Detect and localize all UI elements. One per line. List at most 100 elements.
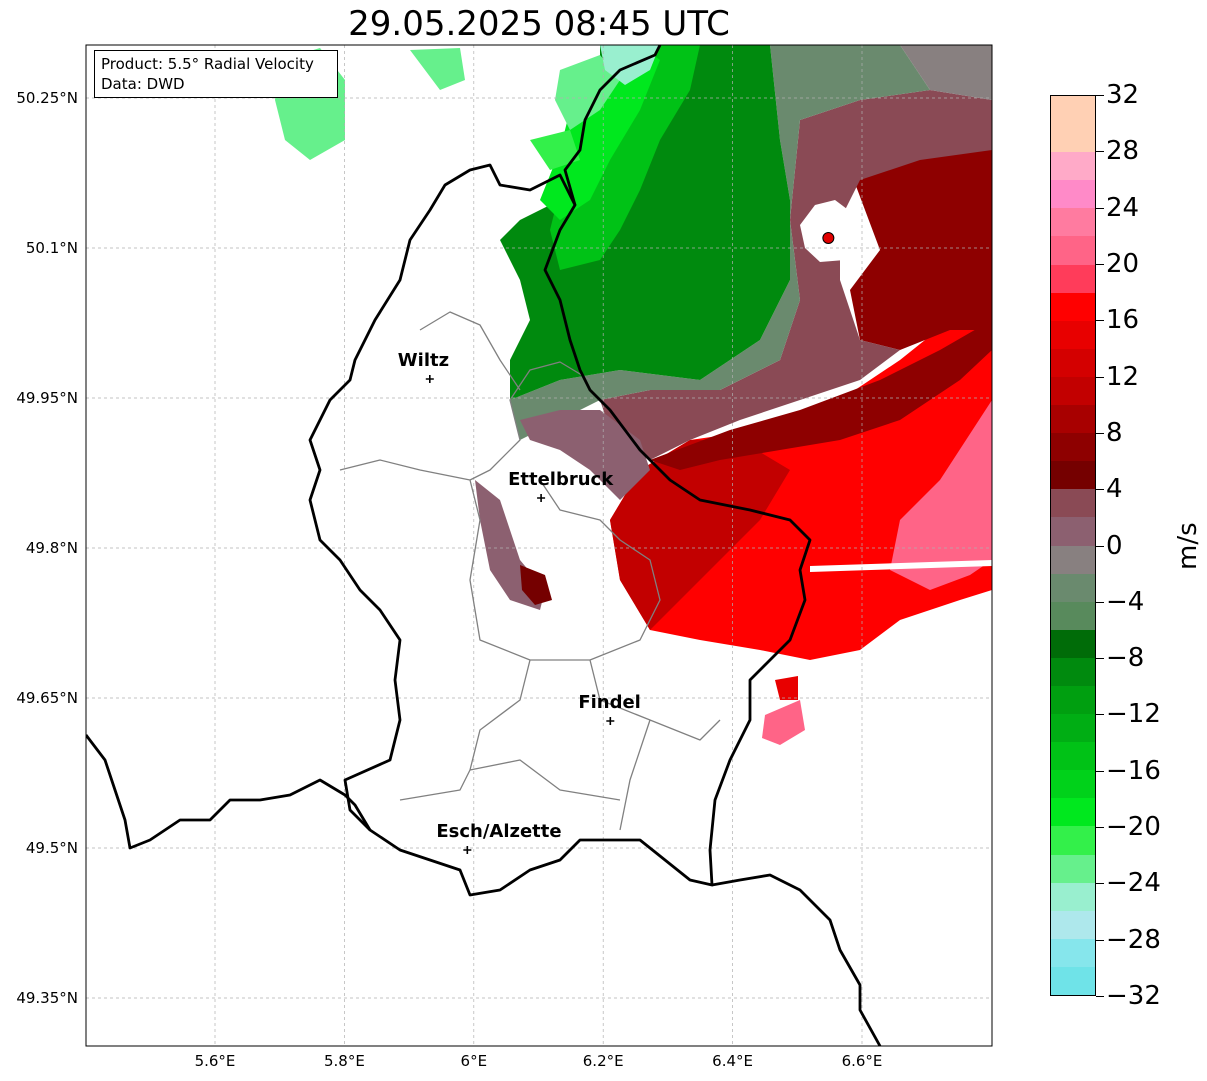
colorbar-tick-label: −8: [1106, 643, 1145, 674]
colorbar-tick: [1096, 601, 1104, 603]
colorbar-bin: [1051, 376, 1095, 406]
echo-darkred-sw: [520, 565, 552, 605]
lon-tick-label: 5.6°E: [194, 1052, 236, 1070]
colorbar-tick: [1096, 770, 1104, 772]
echo-darkred: [850, 140, 992, 350]
colorbar-bin: [1051, 742, 1095, 771]
colorbar-tick: [1096, 95, 1104, 96]
colorbar-bin: [1051, 152, 1095, 181]
colorbar-tick: [1096, 939, 1104, 941]
colorbar-bin: [1051, 208, 1095, 237]
lon-tick-label: 5.8°E: [323, 1052, 365, 1070]
colorbar-bin: [1051, 966, 1095, 995]
colorbar-tick-label: 8: [1106, 417, 1123, 448]
echo-green-dark: [500, 45, 790, 400]
colorbar-bin: [1051, 489, 1095, 518]
germany-belgium-border-north: [563, 45, 662, 206]
lat-tick-label: 50.25°N: [16, 89, 78, 107]
city-marker: [463, 846, 472, 854]
map-frame: [85, 44, 993, 1047]
colorbar-bin: [1051, 770, 1095, 799]
luxembourg-border: [308, 163, 812, 897]
colorbar-tick: [1096, 827, 1104, 829]
city-markers: [425, 375, 615, 854]
echo-darkred-band: [650, 320, 992, 470]
echo-red-se: [775, 676, 798, 700]
radar-site-marker: [822, 232, 835, 244]
city-label: Esch/Alzette: [436, 821, 562, 842]
city-label: Wiltz: [397, 350, 450, 371]
echo-mauve-c: [520, 410, 650, 500]
lat-tick-label: 49.5°N: [25, 839, 78, 857]
lon-tick-label: 6.6°E: [841, 1052, 883, 1070]
colorbar-bin: [1051, 938, 1095, 967]
city-marker: [537, 494, 546, 502]
lon-tick-label: 6°E: [460, 1052, 488, 1070]
chart-title: 29.05.2025 08:45 UTC: [348, 4, 730, 44]
colorbar-bin: [1051, 180, 1095, 209]
france-belgium-border: [86, 734, 372, 850]
colorbar-tick: [1096, 996, 1104, 997]
colorbar-tick: [1096, 489, 1104, 491]
colorbar-bin: [1051, 629, 1095, 658]
colorbar-bin: [1051, 601, 1095, 630]
colorbar-bin: [1051, 545, 1095, 574]
lat-tick-label: 49.65°N: [16, 689, 78, 707]
colorbar-bin: [1051, 910, 1095, 939]
colorbar-tick-label: 16: [1106, 305, 1140, 336]
colorbar-tick: [1096, 151, 1104, 153]
colorbar-tick-label: 0: [1106, 530, 1123, 561]
colorbar-bin: [1051, 96, 1095, 125]
lon-tick-label: 6.2°E: [582, 1052, 624, 1070]
radar-clear-zone: [800, 200, 860, 262]
colorbar-bin: [1051, 798, 1095, 827]
colorbar-bin: [1051, 826, 1095, 855]
colorbar-tick-label: −16: [1106, 755, 1161, 786]
colorbar-tick-label: −4: [1106, 586, 1145, 617]
echo-pink-se: [762, 700, 805, 745]
lat-tick-label: 49.8°N: [25, 539, 78, 557]
colorbar: [1050, 95, 1096, 996]
lat-tick-label: 49.95°N: [16, 389, 78, 407]
colorbar-bin: [1051, 292, 1095, 321]
colorbar-tick-label: −28: [1106, 924, 1161, 955]
lon-tick-label: 6.4°E: [712, 1052, 754, 1070]
echo-green-patch-c: [530, 130, 580, 170]
colorbar-bin: [1051, 685, 1095, 715]
colorbar-tick: [1096, 545, 1104, 547]
colorbar-tick-label: 4: [1106, 474, 1123, 505]
colorbar-tick-label: −24: [1106, 868, 1161, 899]
colorbar-tick-label: 20: [1106, 248, 1140, 279]
echo-green-light: [555, 55, 620, 130]
echo-grey-light: [900, 45, 992, 100]
radar-echoes: [275, 45, 992, 745]
product-info-box: Product: 5.5° Radial Velocity Data: DWD: [94, 50, 338, 98]
colorbar-tick: [1096, 432, 1104, 434]
colorbar-tick: [1096, 376, 1104, 378]
colorbar-tick-label: 28: [1106, 136, 1140, 167]
canton-borders: [339, 311, 721, 831]
colorbar-bin: [1051, 573, 1095, 602]
colorbar-bin: [1051, 236, 1095, 265]
colorbar-tick: [1096, 320, 1104, 322]
colorbar-tick-label: −12: [1106, 699, 1161, 730]
colorbar-bin: [1051, 348, 1095, 377]
lat-tick-label: 49.35°N: [16, 989, 78, 1007]
colorbar-tick: [1096, 658, 1104, 660]
colorbar-bin: [1051, 461, 1095, 490]
colorbar-tick: [1096, 714, 1104, 716]
colorbar-unit: m/s: [1173, 522, 1203, 570]
colorbar-tick-label: 24: [1106, 192, 1140, 223]
data-source-line: Data: DWD: [101, 75, 185, 93]
colorbar-bin: [1051, 854, 1095, 883]
echo-pink-outer: [890, 400, 992, 590]
echo-green-bright: [540, 45, 660, 220]
colorbar-bin: [1051, 714, 1095, 743]
product-line: Product: 5.5° Radial Velocity: [101, 55, 314, 73]
colorbar-bin: [1051, 264, 1095, 293]
gridlines: [86, 45, 992, 1046]
colorbar-bin: [1051, 405, 1095, 434]
colorbar-bin: [1051, 320, 1095, 349]
colorbar-tick: [1096, 883, 1104, 885]
